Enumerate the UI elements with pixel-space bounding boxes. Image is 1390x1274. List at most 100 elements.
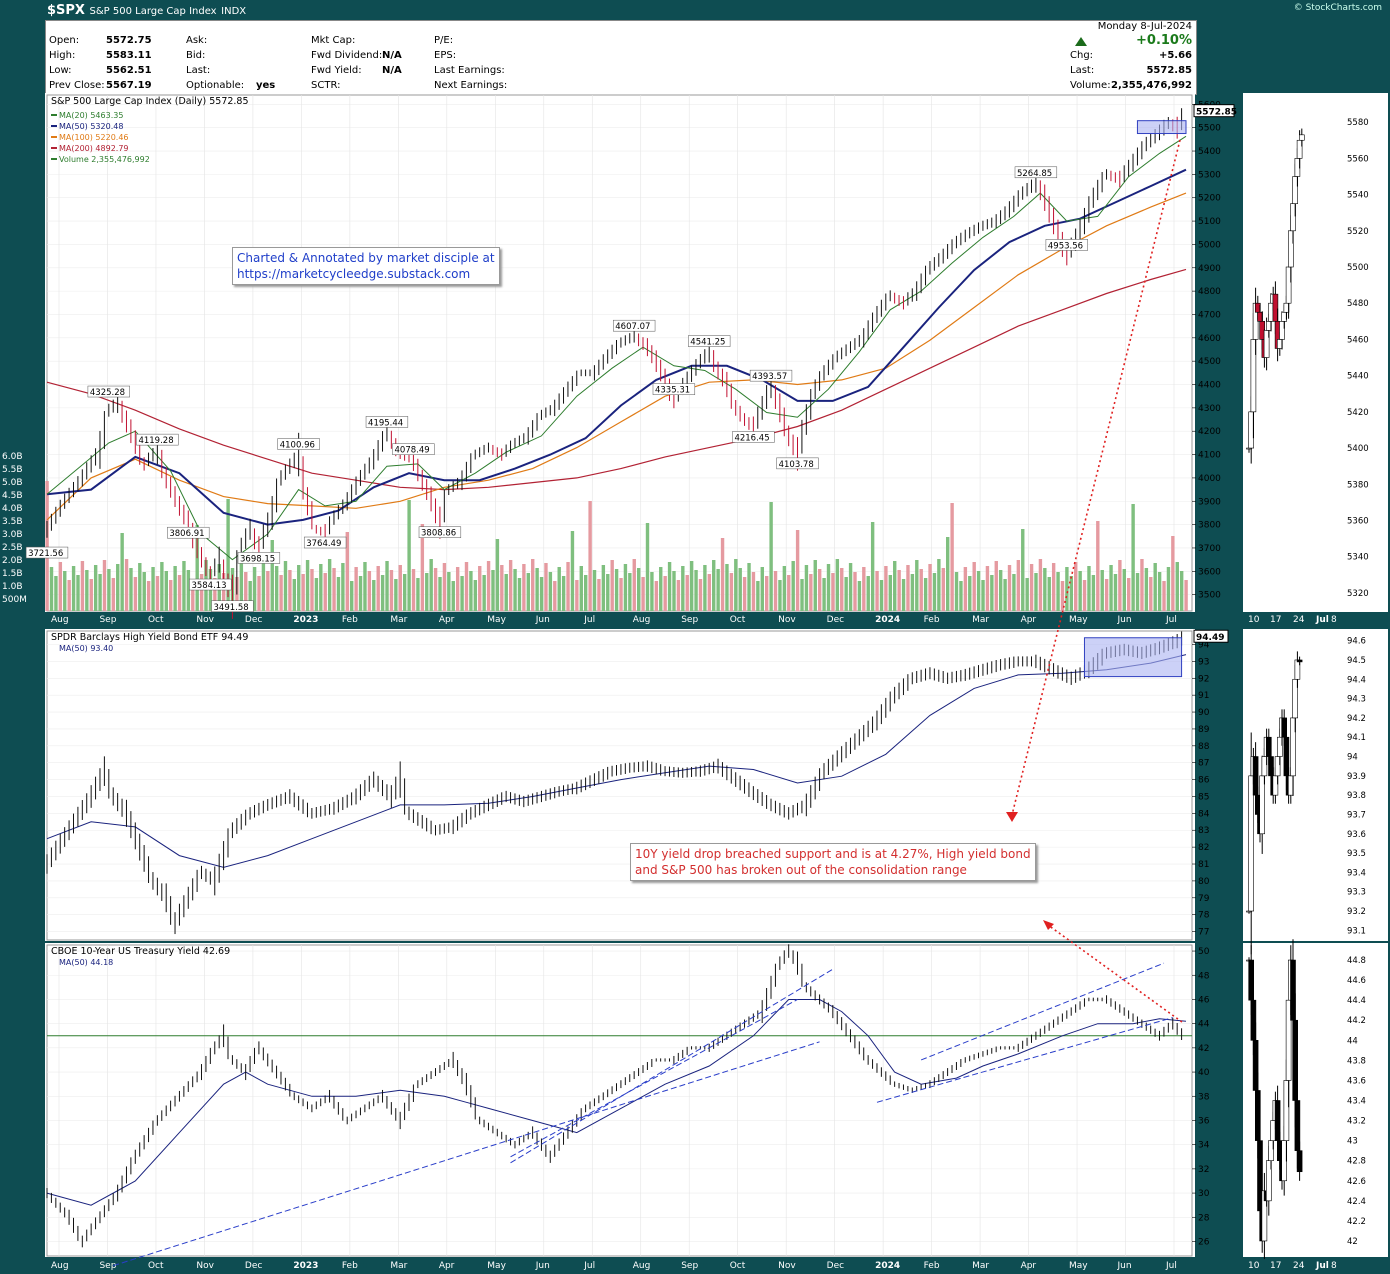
volume-bar	[879, 580, 884, 611]
month-label: Feb	[924, 1261, 940, 1271]
month-label: Feb	[924, 615, 940, 625]
y-tick-label: 92	[1198, 674, 1209, 684]
quote-value: 5583.11	[106, 50, 152, 61]
volume-bar	[191, 579, 195, 611]
y-tick-label: 44.2	[1347, 1016, 1366, 1026]
volume-bar	[1051, 563, 1056, 611]
quote-label: Ask:	[186, 35, 208, 46]
volume-tick-label: 5.0B	[2, 478, 23, 488]
y-tick-label: 5560	[1347, 154, 1369, 164]
volume-bar	[1091, 575, 1096, 611]
month-label: 2024	[875, 615, 900, 625]
consolidation-box	[1083, 637, 1183, 678]
volume-bar	[1144, 568, 1149, 611]
month-label: Nov	[778, 1261, 796, 1271]
y-tick-label: 43.4	[1347, 1097, 1366, 1107]
volume-bar	[164, 571, 168, 611]
y-tick-label: 88	[1198, 742, 1210, 752]
y-tick-label: 93.8	[1347, 791, 1366, 801]
volume-bar	[279, 575, 283, 611]
volume-bar	[1043, 568, 1047, 611]
chart-title: SPDR Barclays High Yield Bond ETF 94.49	[51, 632, 248, 643]
price-label: 4119.28	[138, 436, 173, 446]
volume-bar	[1016, 560, 1021, 611]
volume-bar	[402, 574, 407, 611]
y-tick-label: 5520	[1347, 227, 1369, 237]
month-label: Mar	[972, 615, 989, 625]
volume-bar	[698, 579, 703, 611]
price-label-box	[749, 369, 793, 382]
price-label-box	[652, 383, 696, 395]
volume-tick-label: 1.5B	[2, 569, 23, 579]
volume-bar	[645, 523, 650, 611]
volume-bar	[500, 565, 504, 611]
month-label: Mar	[390, 615, 407, 625]
volume-bar	[976, 571, 981, 611]
quote-label: Last:	[186, 65, 211, 76]
volume-bar	[915, 560, 919, 611]
y-tick-label: 5400	[1347, 444, 1369, 454]
volume-bar	[411, 569, 416, 611]
month-label: Oct	[148, 615, 164, 625]
volume-bar	[367, 571, 372, 611]
volume-bar	[946, 537, 950, 611]
price-label: 5264.85	[1017, 169, 1052, 179]
volume-bar	[681, 566, 685, 611]
y-tick-label: 3800	[1198, 521, 1221, 531]
y-tick-label: 5300	[1198, 170, 1221, 180]
volume-bar	[720, 538, 725, 611]
volume-bar	[433, 568, 438, 611]
y-tick-label: 77	[1198, 928, 1209, 938]
y-tick-label: 5420	[1347, 408, 1369, 418]
y-tick-label: 5400	[1198, 147, 1221, 157]
volume-bar	[1003, 579, 1007, 611]
y-tick-label: 5540	[1347, 191, 1369, 201]
volume-bar	[1034, 573, 1038, 611]
y-tick-label: 93.4	[1347, 868, 1366, 878]
y-tick-label: 32	[1198, 1165, 1209, 1175]
volume-bar	[389, 570, 394, 611]
volume-bar	[592, 570, 597, 611]
y-tick-label: 3500	[1198, 591, 1221, 601]
arrowhead-icon	[1043, 920, 1054, 930]
volume-bar	[990, 575, 994, 611]
volume-bar	[54, 576, 58, 611]
y-tick-label: 4100	[1198, 451, 1221, 461]
day-label: Jul	[1315, 1261, 1329, 1271]
y-tick-label: 84	[1198, 809, 1210, 819]
volume-bar	[857, 581, 862, 611]
volume-bar	[570, 531, 575, 611]
volume-tick-label: 5.5B	[2, 465, 23, 475]
day-label: 8	[1331, 1261, 1337, 1271]
y-tick-label: 93.9	[1347, 772, 1366, 782]
volume-bar	[261, 562, 266, 611]
volume-bar	[1127, 578, 1131, 611]
month-label: Jul	[1165, 1261, 1177, 1271]
volume-bar	[1029, 564, 1034, 611]
volume-bar	[274, 566, 279, 611]
ticker-name: S&P 500 Large Cap Index	[89, 6, 217, 17]
volume-bar	[1060, 581, 1065, 611]
y-tick-label: 87	[1198, 759, 1209, 769]
hyg-ma50-line	[46, 654, 1187, 868]
volume-bar	[1021, 529, 1025, 611]
volume-bar	[314, 578, 319, 611]
volume-bar	[199, 574, 204, 611]
quote-label: Bid:	[186, 50, 206, 61]
month-label: Nov	[196, 1261, 214, 1271]
volume-bar	[742, 577, 747, 611]
quote-value: N/A	[382, 50, 402, 61]
month-label: Jun	[535, 1261, 550, 1271]
volume-bar	[85, 570, 89, 611]
y-tick-label: 5200	[1198, 194, 1221, 204]
volume-bar	[1162, 581, 1166, 611]
ma200-line	[46, 268, 1187, 491]
volume-bar	[442, 563, 447, 611]
volume-bar	[517, 578, 522, 611]
volume-bar	[875, 571, 879, 611]
volume-bar	[963, 567, 968, 611]
volume-bar	[80, 561, 85, 611]
volume-bar	[398, 565, 402, 611]
volume-tick-label: 3.0B	[2, 530, 23, 540]
volume-bar	[336, 577, 341, 611]
